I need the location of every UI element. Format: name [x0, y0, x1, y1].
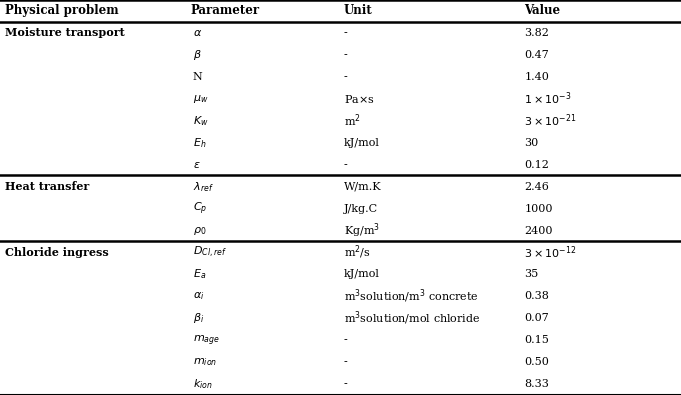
Text: Pa$\times$s: Pa$\times$s [344, 93, 375, 105]
Text: $\lambda_{ref}$: $\lambda_{ref}$ [193, 180, 213, 194]
Text: -: - [344, 72, 348, 82]
Text: -: - [344, 28, 348, 38]
Text: m$^2$: m$^2$ [344, 113, 361, 129]
Text: 0.50: 0.50 [524, 357, 550, 367]
Text: $E_a$: $E_a$ [193, 267, 206, 281]
Text: 0.07: 0.07 [524, 313, 549, 323]
Text: m$^3$solution/m$^3$ concrete: m$^3$solution/m$^3$ concrete [344, 288, 479, 305]
Text: m$^2$/s: m$^2$/s [344, 244, 370, 261]
Text: 2400: 2400 [524, 226, 553, 235]
Text: Value: Value [524, 4, 560, 17]
Text: $\alpha$: $\alpha$ [193, 28, 202, 38]
Text: $D_{Cl,ref}$: $D_{Cl,ref}$ [193, 245, 227, 260]
Text: Physical problem: Physical problem [5, 4, 119, 17]
Text: 2.46: 2.46 [524, 182, 550, 192]
Text: $3\times10^{-12}$: $3\times10^{-12}$ [524, 244, 577, 261]
Text: N: N [193, 72, 202, 82]
Text: $\rho_0$: $\rho_0$ [193, 224, 206, 237]
Text: m$^3$solution/mol chloride: m$^3$solution/mol chloride [344, 309, 481, 327]
Text: -: - [344, 357, 348, 367]
Text: kJ/mol: kJ/mol [344, 137, 380, 148]
Text: W/m.K: W/m.K [344, 182, 381, 192]
Text: $1\times10^{-3}$: $1\times10^{-3}$ [524, 90, 572, 107]
Text: -: - [344, 50, 348, 60]
Text: kJ/mol: kJ/mol [344, 269, 380, 279]
Text: $\beta$: $\beta$ [193, 48, 202, 62]
Text: $E_h$: $E_h$ [193, 136, 206, 150]
Text: -: - [344, 379, 348, 389]
Text: 0.15: 0.15 [524, 335, 550, 345]
Text: 0.47: 0.47 [524, 50, 549, 60]
Text: -: - [344, 335, 348, 345]
Text: -: - [344, 160, 348, 169]
Text: $m_{age}$: $m_{age}$ [193, 333, 220, 347]
Text: Unit: Unit [344, 4, 373, 17]
Text: J/kg.C: J/kg.C [344, 203, 378, 213]
Text: $C_p$: $C_p$ [193, 200, 207, 217]
Text: $\alpha_i$: $\alpha_i$ [193, 290, 204, 302]
Text: $k_{ion}$: $k_{ion}$ [193, 377, 212, 391]
Text: Chloride ingress: Chloride ingress [5, 247, 109, 258]
Text: 30: 30 [524, 137, 539, 148]
Text: 1.40: 1.40 [524, 72, 550, 82]
Text: $\mu_w$: $\mu_w$ [193, 93, 208, 105]
Text: 3.82: 3.82 [524, 28, 550, 38]
Text: $\beta_i$: $\beta_i$ [193, 311, 204, 325]
Text: $K_w$: $K_w$ [193, 114, 208, 128]
Text: $3\times10^{-21}$: $3\times10^{-21}$ [524, 113, 577, 129]
Text: $m_{ion}$: $m_{ion}$ [193, 356, 217, 368]
Text: $\varepsilon$: $\varepsilon$ [193, 160, 200, 169]
Text: 1000: 1000 [524, 203, 553, 213]
Text: Parameter: Parameter [191, 4, 260, 17]
Text: 8.33: 8.33 [524, 379, 550, 389]
Text: 0.12: 0.12 [524, 160, 550, 169]
Text: Moisture transport: Moisture transport [5, 27, 125, 38]
Text: 35: 35 [524, 269, 539, 279]
Text: 0.38: 0.38 [524, 291, 550, 301]
Text: Kg/m$^3$: Kg/m$^3$ [344, 221, 380, 240]
Text: Heat transfer: Heat transfer [5, 181, 90, 192]
